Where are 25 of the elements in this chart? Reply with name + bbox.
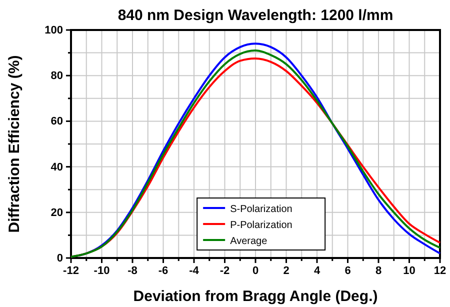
x-tick-label: 4 [314,264,321,277]
legend-label: Average [230,236,268,247]
y-axis-title: Diffraction Efficiency (%) [6,55,23,233]
y-tick-label: 60 [50,116,63,128]
y-tick-label: 100 [44,24,63,37]
y-tick-label: 0 [56,252,63,265]
x-tick-label: -10 [94,264,110,277]
x-tick-label: 2 [283,264,290,277]
x-tick-label: 10 [403,264,416,277]
y-tick-label: 20 [50,206,63,219]
x-tick-label: 8 [375,264,382,277]
y-tick-label: 40 [50,161,63,174]
x-tick-label: -8 [128,264,138,277]
x-tick-label: 0 [252,264,259,277]
x-tick-label: 6 [344,264,351,277]
x-tick-label: -2 [220,264,230,277]
x-tick-label: -12 [63,264,79,277]
x-tick-label: 12 [434,264,446,277]
x-axis-title: Deviation from Bragg Angle (Deg.) [133,288,378,305]
x-tick-label: -6 [158,264,168,277]
y-tick-label: 80 [50,70,63,82]
x-tick-label: -4 [189,264,200,277]
legend-label: S-Polarization [230,204,292,215]
legend-label: P-Polarization [230,220,292,231]
chart-title: 840 nm Design Wavelength: 1200 l/mm [118,7,394,24]
